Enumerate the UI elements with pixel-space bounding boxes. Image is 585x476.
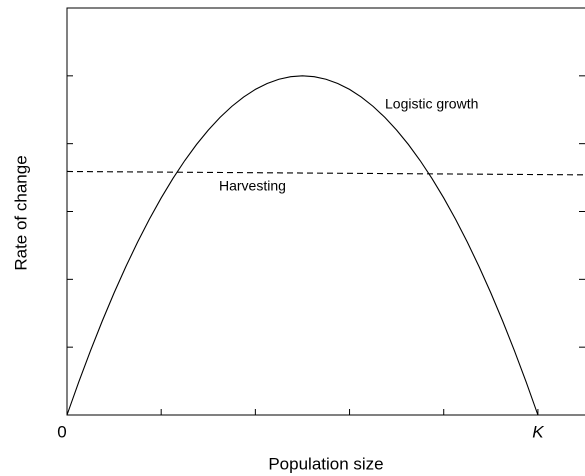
x-tick-label: 0 [57,422,66,441]
x-axis-label: Population size [268,454,383,473]
logistic-curve [66,75,539,416]
y-axis-label: Rate of change [11,155,30,270]
series-label: Logistic growth [385,96,478,112]
series-label: Harvesting [219,178,286,194]
x-tick-label: K [532,422,544,441]
axis-frame [66,7,585,416]
harvesting-line [66,170,585,176]
